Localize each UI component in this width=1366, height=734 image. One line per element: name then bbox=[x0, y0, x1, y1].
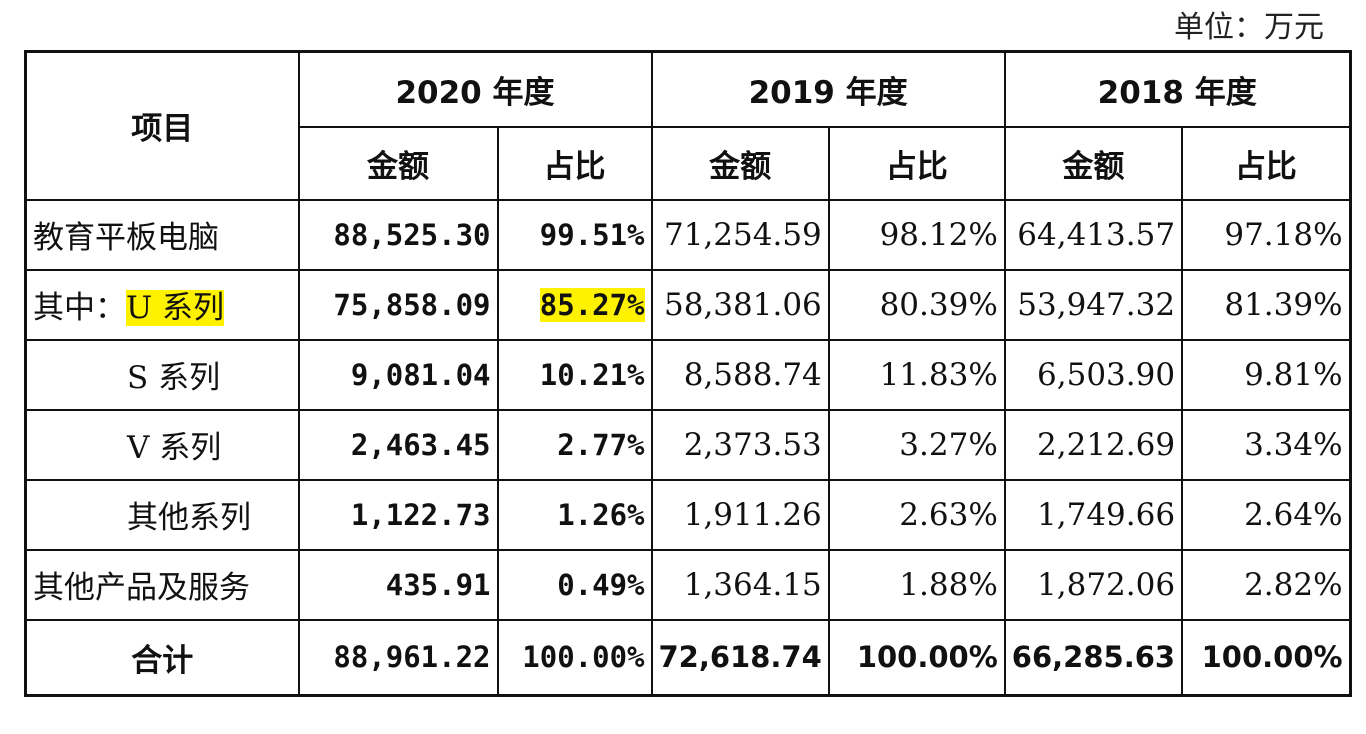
header-row-years: 项目 2020 年度 2019 年度 2018 年度 bbox=[24, 50, 1352, 201]
header-ratio-2020: 占比 bbox=[496, 125, 653, 201]
total-amount-2020: 88,961.22 bbox=[297, 618, 499, 697]
row-name: 教育平板电脑 bbox=[24, 198, 300, 271]
total-ratio-2020: 100.00% bbox=[496, 618, 653, 697]
table-row: 其中：U 系列 75,858.09 85.27% 58,381.06 80.39… bbox=[24, 268, 1352, 341]
header-ratio-2019: 占比 bbox=[827, 125, 1006, 201]
ratio-2020: 99.51% bbox=[496, 198, 653, 271]
table-row: V 系列 2,463.45 2.77% 2,373.53 3.27% 2,212… bbox=[24, 408, 1352, 481]
table-row: 其他系列 1,122.73 1.26% 1,911.26 2.63% 1,749… bbox=[24, 478, 1352, 551]
header-amount-2019: 金额 bbox=[650, 125, 830, 201]
ratio-2020: 0.49% bbox=[496, 548, 653, 621]
ratio-2019: 1.88% bbox=[827, 548, 1006, 621]
ratio-2020: 10.21% bbox=[496, 338, 653, 411]
header-year-2019: 2019 年度 bbox=[650, 50, 1006, 128]
amount-2019: 1,911.26 bbox=[650, 478, 830, 551]
amount-2018: 1,872.06 bbox=[1003, 548, 1184, 621]
total-row: 合计 88,961.22 100.00% 72,618.74 100.00% 6… bbox=[24, 618, 1352, 697]
total-ratio-2018: 100.00% bbox=[1181, 618, 1352, 697]
ratio-2019: 80.39% bbox=[827, 268, 1006, 341]
ratio-2018: 81.39% bbox=[1181, 268, 1352, 341]
header-amount-2020: 金额 bbox=[297, 125, 499, 201]
ratio-2019: 98.12% bbox=[827, 198, 1006, 271]
header-year-2020: 2020 年度 bbox=[297, 50, 653, 128]
table-row: S 系列 9,081.04 10.21% 8,588.74 11.83% 6,5… bbox=[24, 338, 1352, 411]
amount-2018: 2,212.69 bbox=[1003, 408, 1184, 481]
header-year-2018: 2018 年度 bbox=[1003, 50, 1352, 128]
amount-2018: 1,749.66 bbox=[1003, 478, 1184, 551]
amount-2020: 9,081.04 bbox=[297, 338, 499, 411]
ratio-2018: 9.81% bbox=[1181, 338, 1352, 411]
ratio-2018: 97.18% bbox=[1181, 198, 1352, 271]
ratio-2020: 1.26% bbox=[496, 478, 653, 551]
amount-2019: 8,588.74 bbox=[650, 338, 830, 411]
highlighted-ratio: 85.27% bbox=[539, 287, 645, 322]
amount-2018: 53,947.32 bbox=[1003, 268, 1184, 341]
amount-2020: 1,122.73 bbox=[297, 478, 499, 551]
revenue-table: 项目 2020 年度 2019 年度 2018 年度 金额 占比 金额 占比 金… bbox=[24, 50, 1352, 697]
total-amount-2018: 66,285.63 bbox=[1003, 618, 1184, 697]
total-amount-2019: 72,618.74 bbox=[650, 618, 830, 697]
amount-2019: 2,373.53 bbox=[650, 408, 830, 481]
total-ratio-2019: 100.00% bbox=[827, 618, 1006, 697]
ratio-2018: 3.34% bbox=[1181, 408, 1352, 481]
amount-2018: 64,413.57 bbox=[1003, 198, 1184, 271]
table-row: 其他产品及服务 435.91 0.49% 1,364.15 1.88% 1,87… bbox=[24, 548, 1352, 621]
table-row: 教育平板电脑 88,525.30 99.51% 71,254.59 98.12%… bbox=[24, 198, 1352, 271]
row-name: V 系列 bbox=[24, 408, 300, 481]
ratio-2020: 85.27% bbox=[496, 268, 653, 341]
highlighted-series-name: U 系列 bbox=[126, 290, 224, 326]
amount-2020: 75,858.09 bbox=[297, 268, 499, 341]
header-item: 项目 bbox=[24, 50, 300, 201]
ratio-2018: 2.82% bbox=[1181, 548, 1352, 621]
amount-2019: 1,364.15 bbox=[650, 548, 830, 621]
unit-label: 单位：万元 bbox=[1174, 10, 1324, 45]
row-name: 其他系列 bbox=[24, 478, 300, 551]
ratio-2019: 3.27% bbox=[827, 408, 1006, 481]
ratio-2019: 11.83% bbox=[827, 338, 1006, 411]
header-amount-2018: 金额 bbox=[1003, 125, 1184, 201]
ratio-2018: 2.64% bbox=[1181, 478, 1352, 551]
total-label: 合计 bbox=[24, 618, 300, 697]
ratio-2019: 2.63% bbox=[827, 478, 1006, 551]
header-row-sub: 金额 占比 金额 占比 金额 占比 bbox=[26, 125, 1352, 201]
amount-2020: 435.91 bbox=[297, 548, 499, 621]
row-name: 其中：U 系列 bbox=[24, 268, 300, 341]
row-name: S 系列 bbox=[24, 338, 300, 411]
amount-2020: 88,525.30 bbox=[297, 198, 499, 271]
row-name-prefix: 其中： bbox=[33, 290, 126, 326]
amount-2018: 6,503.90 bbox=[1003, 338, 1184, 411]
ratio-2020: 2.77% bbox=[496, 408, 653, 481]
amount-2020: 2,463.45 bbox=[297, 408, 499, 481]
amount-2019: 58,381.06 bbox=[650, 268, 830, 341]
amount-2019: 71,254.59 bbox=[650, 198, 830, 271]
header-ratio-2018: 占比 bbox=[1181, 125, 1352, 201]
row-name: 其他产品及服务 bbox=[24, 548, 300, 621]
